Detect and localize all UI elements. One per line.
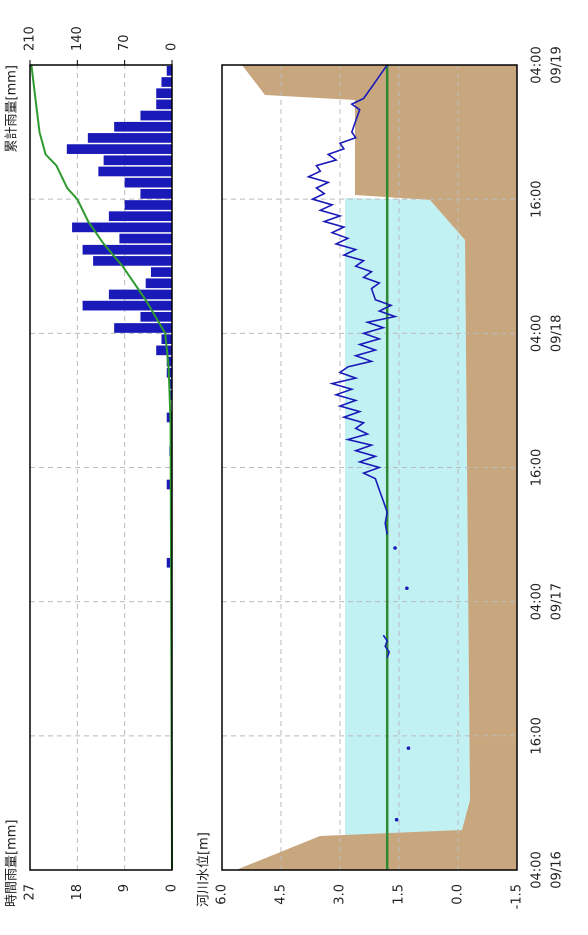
- rain-bar: [114, 323, 172, 333]
- rain-bar: [124, 200, 172, 210]
- rain-bar: [156, 345, 173, 356]
- rain-bar: [150, 267, 173, 277]
- x-tick-label: 04:00: [530, 583, 545, 620]
- level-point: [394, 817, 399, 822]
- level-point: [393, 546, 397, 550]
- y-tick-label: 27: [23, 884, 38, 901]
- y-tick-label: 0: [165, 884, 180, 892]
- cross-section: [236, 65, 517, 870]
- plot-frame: [29, 64, 173, 871]
- rain-bar: [108, 289, 172, 300]
- rain-bar: [98, 166, 172, 177]
- rain-bar: [140, 188, 172, 199]
- y2-tick-label: 140: [70, 26, 85, 51]
- y-tick-label: 9: [117, 884, 132, 892]
- y-tick-label: 3.0: [333, 884, 348, 905]
- x-tick-label: 04:00: [530, 315, 545, 352]
- rain-bar: [145, 278, 173, 289]
- water-area: [345, 198, 470, 836]
- x-date-label: 09/16: [550, 851, 565, 888]
- x-tick-label: 16:00: [530, 717, 545, 754]
- y2-tick-label: 0: [165, 43, 180, 51]
- rain-bar: [93, 256, 172, 266]
- y-tick-label: 6.0: [215, 884, 230, 905]
- x-date-label: 09/18: [550, 315, 565, 352]
- y-tick-label: -1.5: [510, 884, 525, 909]
- plot-area: [30, 65, 172, 870]
- y-tick-label: 1.5: [392, 884, 407, 905]
- x-tick-label: 16:00: [530, 180, 545, 217]
- rain-bar: [140, 110, 172, 121]
- y-tick-label: 18: [70, 884, 85, 901]
- rain-bar: [87, 133, 172, 143]
- rain-bar: [114, 121, 172, 132]
- panel-title: 河川水位[m]: [197, 832, 212, 907]
- level-line: [306, 64, 399, 535]
- rain-bar: [108, 211, 172, 222]
- rain-bar: [103, 155, 172, 166]
- level-point: [406, 746, 411, 750]
- rain-bar: [166, 65, 172, 76]
- cumulative-line: [30, 64, 173, 871]
- rain-bar: [66, 144, 172, 154]
- y-tick-label: 0.0: [451, 884, 466, 905]
- x-tick-label: 16:00: [530, 449, 545, 486]
- rain-bar: [156, 88, 173, 99]
- rain-bar: [156, 99, 173, 110]
- y-tick-label: 4.5: [274, 884, 289, 905]
- panel-title-right: 累計雨量[mm]: [4, 65, 20, 152]
- rain-bar: [82, 244, 172, 255]
- x-date-label: 09/19: [550, 46, 565, 83]
- plot-frame: [221, 64, 518, 871]
- rain-bar: [124, 177, 172, 188]
- rotated-chart: 時間雨量[mm] 累計雨量[mm] 0 9 18 27 0 70 140 210 河川水位[m] -1…: [4, 26, 565, 909]
- level-line: [382, 634, 391, 658]
- x-date-label: 09/17: [550, 583, 565, 620]
- y2-tick-label: 210: [23, 26, 38, 51]
- river-bed: [242, 65, 517, 870]
- x-tick-label: 04:00: [530, 46, 545, 83]
- panel-title: 時間雨量[mm]: [5, 820, 20, 907]
- level-point: [405, 586, 409, 591]
- y2-tick-label: 70: [117, 34, 132, 51]
- rain-bar: [161, 77, 172, 87]
- rain-bar: [72, 222, 172, 233]
- rain-bar: [82, 300, 172, 311]
- x-tick-label: 04:00: [530, 851, 545, 888]
- river-bank: [236, 830, 462, 870]
- rain-bar: [119, 233, 173, 244]
